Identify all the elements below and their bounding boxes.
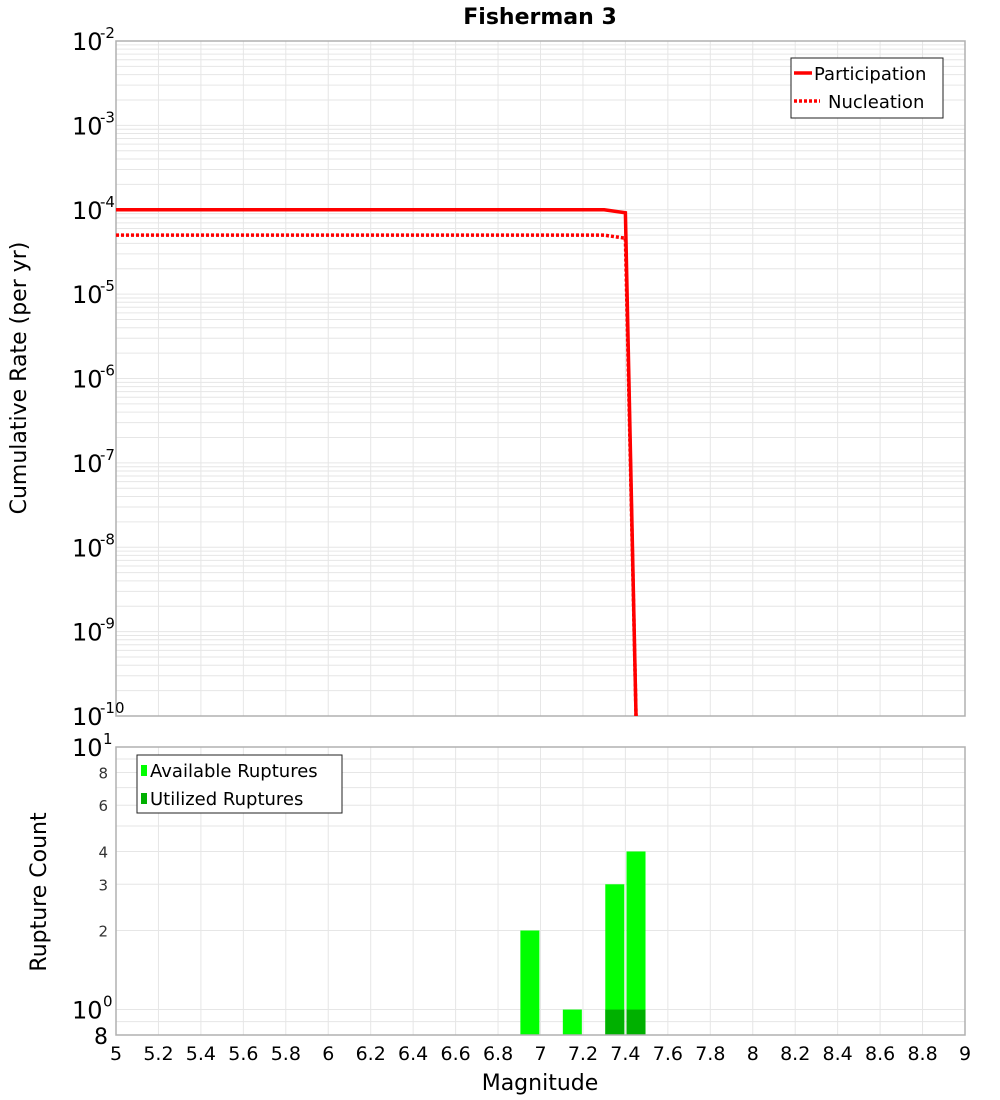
top-grid: [115, 41, 966, 717]
available-bar: [626, 851, 646, 1035]
x-tick-label: 9: [959, 1043, 971, 1065]
x-tick-label: 6.6: [440, 1043, 470, 1065]
y-tick-label: 10: [72, 366, 103, 394]
legend-nucleation: Nucleation: [828, 92, 924, 113]
x-tick-label: 6.2: [356, 1043, 386, 1065]
bottom-plot-border: [115, 746, 966, 1036]
x-tick-label: 7.8: [695, 1043, 725, 1065]
x-tick-label: 8.8: [907, 1043, 937, 1065]
y-tick-exponent: 0: [103, 993, 113, 1011]
y-tick-label: 10: [72, 619, 103, 647]
top-plot-area: 10-210-310-410-510-610-710-810-910-10 Pa…: [72, 24, 966, 731]
y-tick-label: 4: [98, 843, 108, 861]
x-axis-label: Magnitude: [482, 1071, 599, 1096]
y-tick-label: 3: [98, 876, 108, 894]
y-tick-label: 10: [72, 197, 103, 225]
y-tick-label: 10: [72, 28, 103, 56]
x-tick-label: 8.2: [780, 1043, 810, 1065]
chart-title: Fisherman 3: [463, 5, 617, 30]
y-tick-label: 2: [98, 923, 108, 941]
y-tick-exponent: -4: [100, 193, 115, 211]
x-tick-label: 7.2: [568, 1043, 598, 1065]
utilized-bar: [605, 1009, 625, 1035]
x-tick-label: 7.4: [610, 1043, 640, 1065]
available-bar: [605, 884, 625, 1035]
available-bar: [562, 1009, 582, 1035]
y-tick-exponent: -2: [100, 24, 115, 42]
bottom-legend: Available Ruptures Utilized Ruptures: [136, 754, 343, 814]
x-tick-label: 5.4: [186, 1043, 216, 1065]
legend-available: Available Ruptures: [150, 761, 318, 782]
top-series: [116, 208, 638, 717]
y-tick-label: 8: [98, 764, 108, 782]
x-tick-label: 5.8: [271, 1043, 301, 1065]
x-tick-label: 8.6: [865, 1043, 895, 1065]
y-tick-label: 10: [72, 703, 103, 731]
bottom-y-axis-label: Rupture Count: [27, 812, 52, 972]
y-tick-label: 10: [72, 534, 103, 562]
top-y-axis-label: Cumulative Rate (per yr): [7, 242, 32, 515]
y-tick-exponent: -10: [100, 699, 125, 717]
x-tick-label: 5.6: [228, 1043, 258, 1065]
legend-available-swatch-icon: [141, 765, 147, 776]
bottom-bars: [520, 851, 646, 1035]
y-tick-exponent: -3: [100, 108, 115, 126]
x-tick-label: 6: [322, 1043, 334, 1065]
top-y-ticks: 10-210-310-410-510-610-710-810-910-10: [72, 24, 125, 731]
utilized-bar: [626, 1009, 646, 1035]
x-tick-label: 5.2: [143, 1043, 173, 1065]
x-ticks: 5 5.2 5.4 5.6 5.8 6 6.2 6.4 6.6 6.8 7 7.2 7.4 7.6 7.8 8…: [110, 1043, 971, 1065]
top-legend: Participation Nucleation: [790, 57, 944, 119]
x-tick-label: 5: [110, 1043, 122, 1065]
y-tick-label: 10: [72, 112, 103, 140]
legend-utilized: Utilized Ruptures: [150, 789, 303, 810]
y-tick-exponent: 1: [103, 730, 113, 748]
x-tick-label: 7.6: [653, 1043, 683, 1065]
x-tick-label: 8: [747, 1043, 759, 1065]
y-tick-exponent: -9: [100, 615, 115, 633]
y-tick-label: 6: [98, 797, 108, 815]
top-plot-border: [115, 40, 966, 717]
legend-participation: Participation: [814, 64, 926, 85]
x-tick-label: 6.8: [483, 1043, 513, 1065]
y-tick-label: 10: [72, 281, 103, 309]
y-tick-exponent: -6: [100, 362, 115, 380]
y-tick-exponent: -5: [100, 277, 115, 295]
y-tick-label: 10: [72, 450, 103, 478]
y-tick-exponent: -7: [100, 446, 115, 464]
x-tick-label: 8.4: [823, 1043, 853, 1065]
available-bar: [520, 930, 540, 1035]
y-tick-label: 10: [72, 997, 103, 1025]
y-tick-label: 10: [72, 734, 103, 762]
legend-utilized-swatch-icon: [141, 793, 147, 804]
y-tick-label: 8: [94, 1025, 108, 1050]
x-tick-label: 6.4: [398, 1043, 428, 1065]
y-tick-exponent: -8: [100, 530, 115, 548]
x-tick-label: 7: [534, 1043, 546, 1065]
